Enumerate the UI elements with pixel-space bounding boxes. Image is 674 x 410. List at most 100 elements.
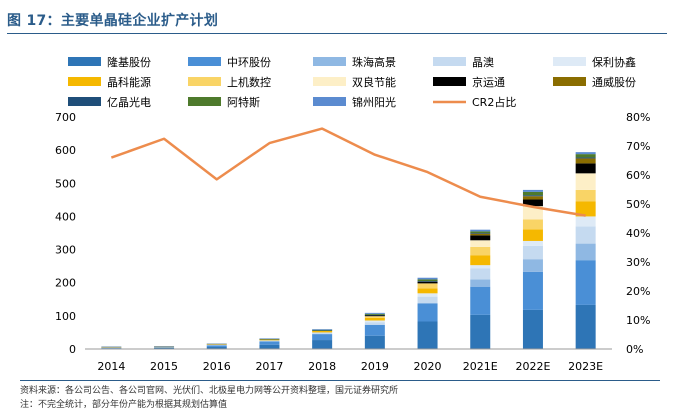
legend-label: 珠海高景: [352, 55, 396, 69]
y-tick-label: 400: [55, 210, 76, 223]
x-tick-label: 2019: [361, 360, 389, 373]
bar-segment: [470, 233, 491, 236]
legend-swatch: [188, 77, 221, 86]
legend-label: 晶澳: [472, 56, 494, 69]
bar-segment: [470, 286, 491, 315]
x-tick-label: 2022E: [515, 360, 550, 373]
bar-segment: [522, 195, 543, 197]
legend-label: 中环股份: [227, 56, 271, 69]
bar-segment: [575, 152, 596, 155]
cr2-line: [110, 127, 586, 217]
legend-label: 阿特斯: [227, 95, 260, 109]
bar-segment: [364, 320, 385, 323]
bar-segment: [312, 329, 333, 331]
title-underline: [7, 33, 667, 34]
footer-rule: [20, 380, 660, 381]
legend-label: 保利协鑫: [592, 55, 636, 69]
legend-swatch: [188, 97, 221, 106]
bar-segment: [522, 189, 543, 192]
bar-segment: [575, 163, 596, 174]
bar-segment: [364, 312, 385, 314]
bar-segment: [364, 324, 385, 336]
bar-segment: [259, 344, 280, 349]
y-tick-label: 200: [55, 277, 76, 290]
bar-segment: [417, 281, 438, 284]
legend-swatch: [313, 97, 346, 106]
legend-swatch: [68, 77, 101, 86]
bar-segment: [575, 226, 596, 244]
bar-segment: [575, 201, 596, 217]
legend-label: CR2占比: [472, 95, 516, 109]
x-tick-label: 2017: [255, 360, 283, 373]
bar-segment: [259, 339, 280, 340]
legend-label: 通威股份: [592, 76, 636, 89]
bar-segment: [522, 191, 543, 196]
legend-label: 双良节能: [352, 75, 396, 89]
y2-tick-label: 20%: [626, 285, 650, 298]
legend-label: 上机数控: [227, 75, 271, 89]
y2-tick-label: 40%: [626, 227, 650, 240]
x-tick-label: 2016: [203, 360, 231, 373]
bar-segment: [101, 347, 122, 349]
bar-segment: [259, 340, 280, 342]
bar-segment: [522, 271, 543, 310]
source-note: 资料来源：各公司公告、各公司官网、光伏们、北极星电力网等公开资料整理，国元证券研…: [20, 386, 399, 396]
bar-segment: [522, 309, 543, 349]
y2-tick-label: 60%: [626, 169, 650, 182]
y-tick-label: 600: [55, 144, 76, 157]
chart-title: 图 17：主要单晶硅企业扩产计划: [7, 13, 219, 29]
bar-segment: [206, 344, 227, 346]
bar-segment: [522, 240, 543, 246]
bar-segment: [312, 330, 333, 333]
bar-segment: [522, 199, 543, 207]
bar-segment: [312, 332, 333, 335]
bar-segment: [259, 341, 280, 345]
x-tick-label: 2023E: [568, 360, 603, 373]
bar-segment: [206, 345, 227, 348]
bar-segment: [312, 329, 333, 330]
legend-swatch: [68, 97, 101, 106]
bar-segment: [470, 233, 491, 234]
x-tick-label: 2021E: [463, 360, 498, 373]
bar-segment: [417, 281, 438, 282]
bar-segment: [470, 279, 491, 287]
bar-segment: [575, 243, 596, 261]
legend-label: 隆基股份: [107, 55, 151, 69]
y2-tick-label: 50%: [626, 198, 650, 211]
y2-tick-label: 70%: [626, 140, 650, 153]
legend-swatch: [553, 77, 586, 86]
bar-segment: [364, 316, 385, 318]
bar-segment: [575, 173, 596, 190]
bar-segment: [575, 154, 596, 158]
bar-segment: [575, 158, 596, 164]
x-tick-label: 2018: [308, 360, 336, 373]
bar-segment: [312, 340, 333, 349]
bar-segment: [259, 338, 280, 339]
bar-segment: [154, 347, 175, 348]
bar-segment: [575, 304, 596, 349]
legend-label: 锦州阳光: [352, 95, 396, 109]
legend-swatch: [188, 57, 221, 66]
legend-swatch: [553, 57, 586, 66]
legend-swatch: [433, 77, 466, 86]
legend-label: 亿晶光电: [107, 95, 151, 109]
x-tick-label: 2015: [150, 360, 178, 373]
bar-segment: [575, 189, 596, 202]
footnote: 注：不完全统计，部分年份产能为根据其规划估算值: [20, 400, 228, 410]
bar-segment: [206, 344, 227, 345]
y-tick-label: 500: [55, 177, 76, 190]
bar-segment: [417, 277, 438, 280]
bar-segment: [206, 347, 227, 349]
bar-segment: [417, 283, 438, 289]
bar-segment: [364, 322, 385, 325]
bar-segment: [470, 246, 491, 256]
legend-swatch: [68, 57, 101, 66]
bar-segment: [417, 303, 438, 322]
bar-segment: [364, 317, 385, 321]
bar-segment: [522, 206, 543, 220]
bar-segment: [101, 347, 122, 348]
bar-segment: [470, 268, 491, 280]
bar-segment: [470, 231, 491, 233]
y-tick-label: 0: [69, 343, 76, 356]
